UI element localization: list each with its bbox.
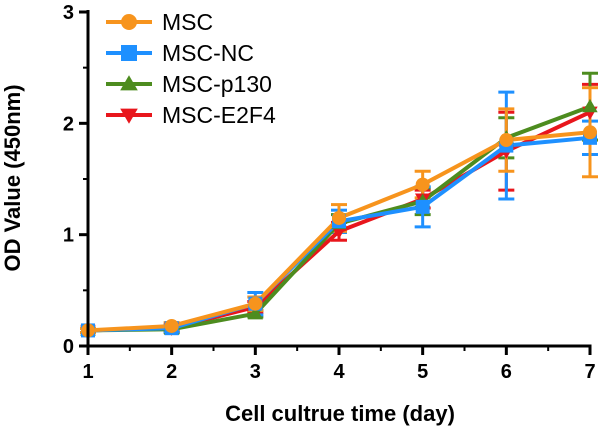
legend-msc-e2f4-label: MSC-E2F4 — [162, 102, 276, 128]
msc-point — [164, 318, 179, 333]
y-tick-label: 2 — [63, 113, 74, 135]
legend-msc-e2f4-swatch-marker — [120, 108, 138, 124]
msc-point — [332, 210, 346, 225]
legend-msc-nc-label: MSC-NC — [162, 40, 254, 66]
legend-item: MSC — [106, 9, 213, 35]
msc-p130-point — [247, 306, 264, 320]
msc-point — [248, 296, 263, 311]
x-tick-label: 5 — [417, 361, 428, 383]
msc-point — [499, 133, 514, 148]
legend-item: MSC-p130 — [106, 71, 272, 97]
y-tick-label: 1 — [63, 225, 74, 247]
msc-nc-point — [415, 199, 430, 214]
legend-msc-label: MSC — [162, 9, 213, 35]
y-axis-title: OD Value (450nm) — [0, 84, 25, 271]
x-tick-label: 1 — [82, 361, 93, 383]
legend-msc-swatch-marker — [121, 14, 137, 30]
x-tick-label: 7 — [584, 361, 595, 383]
msc-p130-point — [582, 98, 598, 113]
error-bars — [80, 71, 598, 335]
legend-item: MSC-NC — [106, 40, 254, 66]
legend-msc-nc-swatch-marker — [121, 45, 137, 61]
x-tick-label: 4 — [333, 361, 345, 383]
series-markers — [80, 98, 598, 339]
y-axis-title-group: OD Value (450nm) — [0, 84, 25, 271]
y-tick-label: 3 — [63, 2, 74, 24]
x-tick-label: 6 — [501, 361, 512, 383]
legend-msc-p130-label: MSC-p130 — [162, 71, 272, 97]
msc-point — [415, 177, 430, 192]
x-axis-title: Cell cultrue time (day) — [225, 401, 455, 426]
msc-point — [583, 125, 597, 140]
legend: MSC MSC-NC MSC-p130 MSC-E2F4 — [106, 9, 276, 128]
x-tick-label: 3 — [250, 361, 261, 383]
y-tick-label: 0 — [63, 336, 74, 358]
legend-item: MSC-E2F4 — [106, 102, 276, 128]
legend-msc-p130-swatch-marker — [120, 75, 138, 91]
x-tick-label: 2 — [166, 361, 177, 383]
